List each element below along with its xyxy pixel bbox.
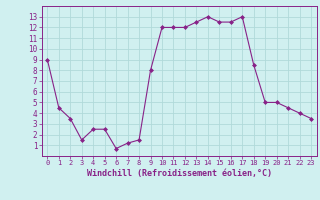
X-axis label: Windchill (Refroidissement éolien,°C): Windchill (Refroidissement éolien,°C) — [87, 169, 272, 178]
